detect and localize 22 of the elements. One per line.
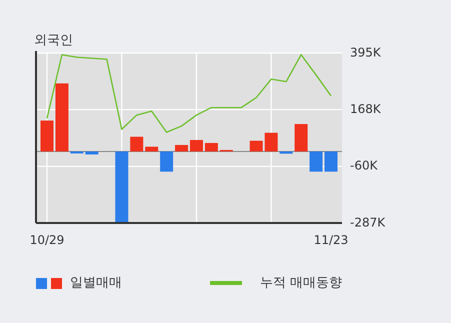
bar bbox=[204, 142, 218, 152]
bar bbox=[115, 151, 128, 222]
y-tick-label: 395K bbox=[350, 45, 382, 60]
x-tick-label: 10/29 bbox=[30, 233, 64, 247]
y-tick-label: -60K bbox=[350, 158, 379, 173]
bar bbox=[294, 124, 308, 152]
bar bbox=[145, 146, 158, 152]
x-tick-label: 11/23 bbox=[314, 233, 348, 247]
chart-title: 외국인 bbox=[34, 33, 73, 48]
bar bbox=[40, 120, 54, 152]
y-tick-label: -287K bbox=[350, 215, 386, 230]
bar bbox=[55, 83, 68, 152]
bar bbox=[310, 151, 323, 172]
bar bbox=[324, 151, 338, 172]
y-tick-label: 168K bbox=[350, 102, 382, 116]
bar bbox=[130, 136, 144, 152]
bar bbox=[175, 144, 188, 152]
legend-label: 일별매매 bbox=[70, 276, 122, 291]
legend-label: 누적 매매동향 bbox=[260, 276, 342, 291]
bar bbox=[160, 151, 174, 172]
bar bbox=[190, 140, 203, 152]
bar bbox=[85, 151, 98, 154]
